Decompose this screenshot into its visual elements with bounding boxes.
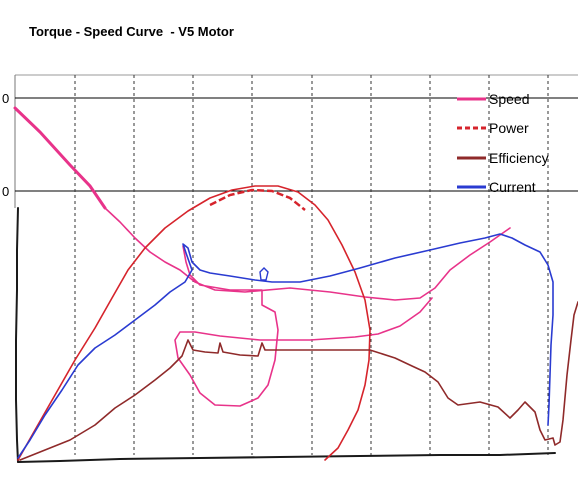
current-line [17, 233, 554, 459]
hand-drawn-axes [15, 207, 556, 463]
legend: Speed Power Efficiency Current [457, 91, 549, 195]
efficiency-line [19, 301, 578, 461]
horizontal-gridlines [15, 97, 578, 192]
current-loop [259, 267, 269, 281]
legend-label-efficiency: Efficiency [489, 150, 549, 166]
speed-line [104, 207, 511, 407]
y-tick-label: 0 [2, 91, 9, 106]
power-line [17, 185, 371, 461]
speed-line [13, 106, 107, 210]
vertical-gridlines [74, 75, 549, 455]
y-tick-labels: 0 0 [2, 91, 9, 199]
legend-label-current: Current [489, 179, 536, 195]
legend-label-speed: Speed [489, 91, 529, 107]
series-layer [13, 106, 578, 461]
plot-frame [14, 74, 578, 208]
legend-label-power: Power [489, 120, 529, 136]
chart-title: Torque - Speed Curve - V5 Motor [29, 24, 234, 39]
power-line-dashed [209, 188, 306, 211]
y-tick-label: 0 [2, 184, 9, 199]
y-axis-line [15, 207, 19, 463]
x-axis-line [17, 452, 556, 463]
